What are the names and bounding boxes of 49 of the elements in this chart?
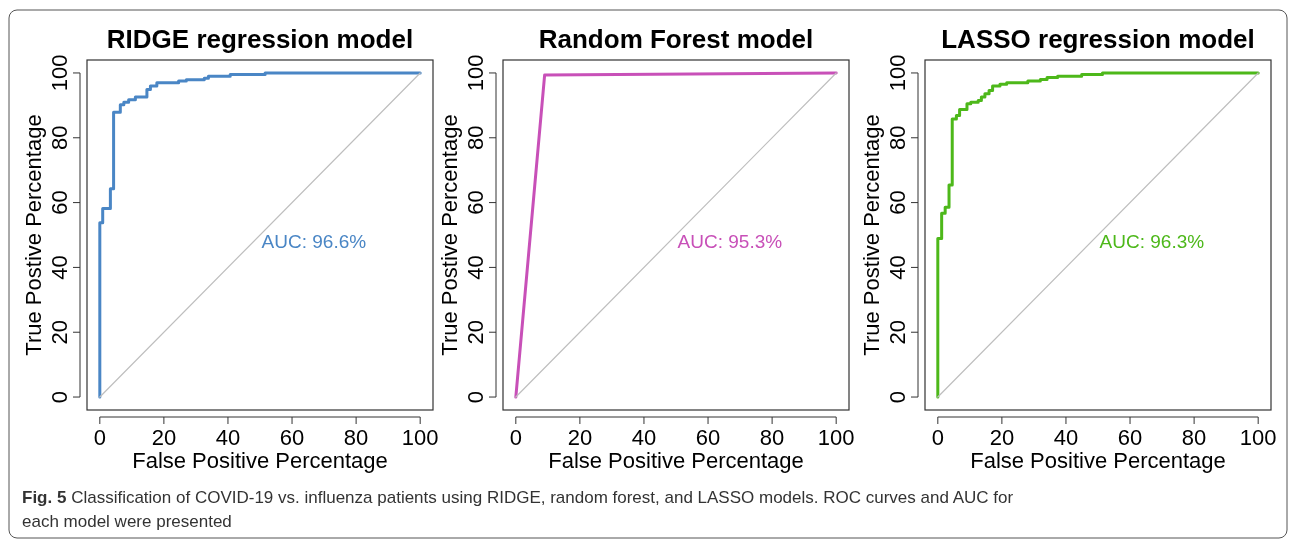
y-tick-label: 60 — [463, 190, 488, 215]
y-tick-label: 40 — [47, 255, 72, 280]
y-tick-label: 0 — [47, 390, 72, 404]
y-tick-label: 20 — [463, 319, 488, 345]
x-tick-label: 0 — [931, 425, 944, 450]
annotation: AUC: 95.3% — [677, 230, 783, 252]
caption: Fig. 5 Classification of COVID-19 vs. influenza patients using RIDGE, random forest, and LASSO models. ROC curves and AUC for each model were presented — [22, 488, 1014, 531]
x-tick-label: 40 — [1053, 425, 1079, 450]
x-tick-label: 0 — [509, 425, 522, 450]
x-tick-label: 80 — [1181, 425, 1207, 450]
x-tick-label: 100 — [401, 425, 439, 450]
y-tick-label: 20 — [885, 319, 910, 345]
x-tick-label: 40 — [631, 425, 657, 450]
annotation: AUC: 96.6% — [261, 230, 367, 252]
y-axis-title: True Postive Percentage — [21, 114, 46, 356]
x-tick-label: 20 — [989, 425, 1015, 450]
x-tick-label: 60 — [1117, 425, 1143, 450]
y-axis-title: True Postive Percentage — [859, 114, 884, 356]
x-tick-label: 40 — [215, 425, 241, 450]
x-tick-label: 20 — [567, 425, 593, 450]
x-tick-label: 20 — [151, 425, 177, 450]
y-tick-label: 60 — [47, 190, 72, 215]
y-tick-label: 100 — [885, 54, 910, 92]
x-tick-label: 100 — [1239, 425, 1277, 450]
y-tick-label: 0 — [885, 390, 910, 404]
y-tick-label: 60 — [885, 190, 910, 215]
y-tick-label: 0 — [463, 390, 488, 404]
y-axis-title: True Postive Percentage — [437, 114, 462, 356]
x-tick-label: 80 — [343, 425, 369, 450]
y-tick-label: 40 — [463, 255, 488, 280]
chart-title: LASSO regression model — [941, 24, 1255, 54]
y-tick-label: 20 — [47, 319, 72, 345]
x-tick-label: 60 — [695, 425, 721, 450]
y-tick-label: 40 — [885, 255, 910, 280]
annotation: AUC: 96.3% — [1099, 230, 1205, 252]
y-tick-label: 80 — [47, 125, 72, 151]
x-tick-label: 0 — [93, 425, 106, 450]
x-tick-label: 60 — [279, 425, 305, 450]
x-axis-title: False Positive Percentage — [970, 448, 1226, 473]
chart-title: Random Forest model — [538, 24, 814, 54]
chart-title: RIDGE regression model — [106, 24, 414, 54]
y-tick-label: 80 — [463, 125, 488, 151]
y-tick-label: 100 — [47, 54, 72, 92]
y-tick-label: 100 — [463, 54, 488, 92]
x-axis-title: False Positive Percentage — [548, 448, 804, 473]
y-tick-label: 80 — [885, 125, 910, 151]
x-tick-label: 80 — [759, 425, 785, 450]
x-tick-label: 100 — [817, 425, 855, 450]
x-axis-title: False Positive Percentage — [132, 448, 388, 473]
